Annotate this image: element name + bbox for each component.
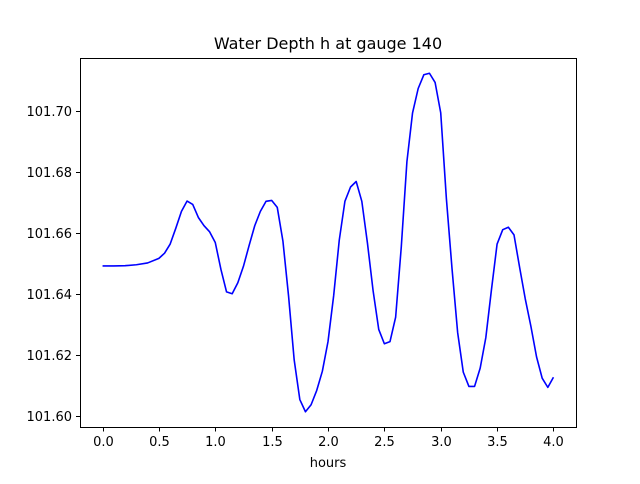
x-tick-label: 2.5 bbox=[374, 435, 395, 450]
y-tick-label: 101.64 bbox=[27, 288, 73, 303]
series-line-0 bbox=[102, 72, 555, 413]
x-axis-label: hours bbox=[310, 456, 347, 471]
x-tick-label: 1.5 bbox=[262, 435, 283, 450]
y-tick-label: 101.70 bbox=[27, 105, 73, 120]
x-tick-label: 1.0 bbox=[205, 435, 226, 450]
y-tick-label: 101.66 bbox=[27, 227, 73, 242]
x-tick-label: 0.5 bbox=[149, 435, 170, 450]
y-tick-label: 101.60 bbox=[27, 410, 73, 425]
y-tick-label: 101.68 bbox=[27, 166, 73, 181]
plot-area bbox=[102, 72, 555, 413]
x-tick-label: 2.0 bbox=[318, 435, 339, 450]
x-axis-ticks: 0.0 0.5 1.0 1.5 2.0 2.5 3.0 3.5 4.0 bbox=[93, 427, 564, 450]
x-tick-label: 3.5 bbox=[487, 435, 508, 450]
y-tick-label: 101.62 bbox=[27, 349, 73, 364]
x-tick-label: 0.0 bbox=[93, 435, 114, 450]
x-tick-label: 4.0 bbox=[543, 435, 564, 450]
chart-title: Water Depth h at gauge 140 bbox=[214, 34, 442, 53]
x-tick-label: 3.0 bbox=[431, 435, 452, 450]
axes-frame bbox=[80, 58, 577, 428]
y-axis-ticks: 101.60 101.62 101.64 101.66 101.68 101.70 bbox=[27, 105, 81, 425]
